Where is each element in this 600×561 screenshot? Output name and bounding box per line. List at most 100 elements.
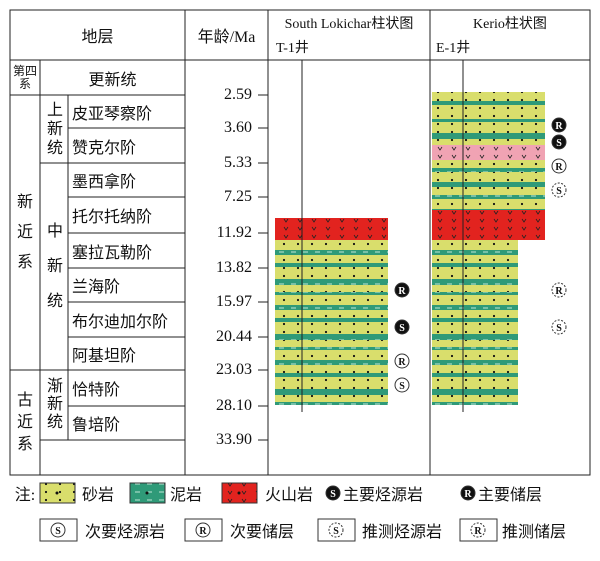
lithology-layer bbox=[275, 389, 388, 395]
lithology-layer bbox=[432, 263, 518, 267]
symbol-circle bbox=[551, 182, 567, 198]
lithology-layer bbox=[432, 295, 518, 305]
lithology-layer bbox=[275, 292, 388, 295]
lithology-layer bbox=[275, 334, 388, 340]
legend-dot bbox=[55, 491, 59, 495]
symbol-circle bbox=[328, 522, 344, 538]
age-label: 28.10 bbox=[216, 397, 252, 414]
legend-label: 推测储层 bbox=[502, 524, 567, 541]
stage: 阿基坦阶 bbox=[72, 347, 137, 365]
age-label: 23.03 bbox=[216, 361, 252, 378]
legend-label: 火山岩 bbox=[265, 487, 314, 504]
age-label: 15.97 bbox=[216, 293, 252, 310]
stage: 皮亚琴察阶 bbox=[72, 105, 153, 123]
lithology-layer bbox=[275, 305, 388, 310]
symbol-letter: R bbox=[555, 286, 563, 297]
well-title: South Lokichar柱状图 bbox=[284, 17, 414, 32]
symbol-letter: S bbox=[399, 381, 405, 392]
symbol-letter: S bbox=[330, 489, 336, 500]
series: 更新统 bbox=[88, 71, 137, 89]
header-age: 年龄/Ma bbox=[197, 29, 256, 46]
lithology-layer bbox=[275, 347, 388, 350]
legend-label: 主要储层 bbox=[478, 487, 543, 504]
lithology-layer bbox=[432, 139, 545, 145]
lithology-layer bbox=[432, 122, 545, 133]
symbol-letter: R bbox=[398, 357, 406, 368]
legend-label: 推测烃源岩 bbox=[362, 524, 443, 541]
lithology-layer bbox=[275, 365, 388, 373]
well-title: Kerio柱状图 bbox=[473, 17, 547, 32]
symbol-circle bbox=[460, 485, 476, 501]
lithology-layer bbox=[432, 168, 545, 172]
symbol-circle bbox=[394, 319, 410, 335]
lithology-layer bbox=[432, 347, 518, 350]
symbol-letter: R bbox=[555, 121, 563, 132]
lithology-layer bbox=[432, 187, 545, 195]
lithology-layer bbox=[275, 255, 388, 263]
lithology-layer bbox=[432, 209, 545, 210]
lithology-layer bbox=[275, 360, 388, 365]
lithology-layer bbox=[432, 145, 545, 160]
lithology-layer bbox=[432, 199, 545, 209]
legend-dot bbox=[237, 491, 241, 495]
symbol-letter: S bbox=[55, 526, 61, 537]
system: 新近系 bbox=[16, 193, 33, 271]
symbol-letter: R bbox=[555, 162, 563, 173]
symbol-letter: R bbox=[398, 286, 406, 297]
lithology-layer bbox=[432, 255, 518, 263]
stage: 赞克尔阶 bbox=[72, 139, 137, 157]
symbol-circle bbox=[50, 522, 66, 538]
lithology-layer bbox=[432, 101, 545, 105]
symbol-circle bbox=[325, 485, 341, 501]
lithology-layer bbox=[432, 310, 518, 318]
symbol-letter: S bbox=[333, 526, 339, 537]
lithology-layer bbox=[432, 350, 518, 360]
lithology-layer bbox=[432, 377, 518, 389]
age-label: 2.59 bbox=[224, 86, 252, 103]
lithology-layer bbox=[275, 218, 388, 240]
lithology-layer bbox=[275, 295, 388, 305]
lithology-layer bbox=[275, 402, 388, 405]
legend-label: 次要储层 bbox=[230, 524, 295, 541]
lithology-layer bbox=[432, 119, 545, 122]
legend-label: 次要烃源岩 bbox=[85, 524, 166, 541]
age-label: 7.25 bbox=[224, 188, 252, 205]
legend-label: 砂岩 bbox=[82, 487, 115, 504]
lithology-layer bbox=[432, 133, 545, 139]
symbol-circle bbox=[551, 158, 567, 174]
stage: 墨西拿阶 bbox=[72, 174, 137, 191]
well-name: E-1井 bbox=[436, 41, 471, 56]
lithology-layer bbox=[432, 182, 545, 187]
lithology-layer bbox=[432, 210, 545, 240]
symbol-letter: R bbox=[474, 526, 482, 537]
lithology-layer bbox=[432, 240, 518, 250]
lithology-layer bbox=[432, 195, 545, 199]
stage: 兰海阶 bbox=[72, 279, 121, 296]
header-stratum: 地层 bbox=[81, 29, 114, 46]
lithology-layer bbox=[275, 285, 388, 292]
symbol-circle bbox=[470, 522, 486, 538]
lithology-layer bbox=[432, 92, 545, 101]
lithology-layer bbox=[432, 365, 518, 373]
lithology-layer bbox=[432, 172, 545, 182]
stage: 塞拉瓦勒阶 bbox=[72, 244, 153, 262]
lithology-layer bbox=[275, 340, 388, 347]
series: 渐新统 bbox=[46, 378, 63, 431]
symbol-letter: S bbox=[556, 186, 562, 197]
lithology-layer bbox=[275, 318, 388, 322]
symbol-circle bbox=[551, 319, 567, 335]
stage: 鲁培阶 bbox=[72, 417, 121, 434]
age-label: 13.82 bbox=[216, 259, 252, 276]
symbol-letter: S bbox=[556, 323, 562, 334]
lithology-layer bbox=[432, 360, 518, 365]
legend-label: 主要烃源岩 bbox=[343, 487, 424, 504]
lithology-layer bbox=[432, 389, 518, 395]
age-label: 5.33 bbox=[224, 154, 252, 171]
lithology-layer bbox=[432, 305, 518, 310]
lithology-layer bbox=[275, 322, 388, 334]
lithology-layer bbox=[432, 105, 545, 119]
symbol-letter: R bbox=[199, 526, 207, 537]
lithology-layer bbox=[275, 250, 388, 255]
age-label: 11.92 bbox=[216, 224, 252, 241]
